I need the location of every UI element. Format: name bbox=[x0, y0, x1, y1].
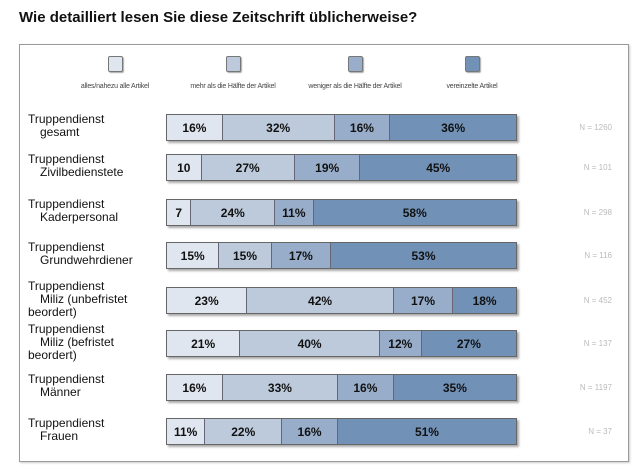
legend-swatch bbox=[347, 56, 363, 72]
legend-item: alles/nahezu alle Artikel bbox=[40, 56, 190, 90]
chart-frame bbox=[19, 44, 629, 462]
bar-segment: 42% bbox=[247, 288, 394, 313]
sample-size: N = 37 bbox=[588, 427, 612, 436]
row-label: Truppendienst Frauen bbox=[28, 417, 104, 443]
bar-segment: 22% bbox=[205, 419, 283, 444]
bar-segment: 10 bbox=[167, 155, 202, 180]
legend-swatch bbox=[464, 56, 480, 72]
row-label-line1: Truppendienst bbox=[28, 372, 105, 386]
bar-segment: 11% bbox=[167, 419, 206, 444]
bar-segment: 32% bbox=[222, 115, 335, 140]
bar-segment: 17% bbox=[271, 243, 332, 268]
bar-segment: 16% bbox=[337, 375, 394, 400]
row-label-line2: Miliz (befristet bbox=[40, 335, 115, 349]
sample-size: N = 137 bbox=[583, 339, 612, 348]
bar-segment: 45% bbox=[360, 155, 516, 180]
sample-size: N = 116 bbox=[584, 251, 612, 260]
stacked-bar: 21% 40% 12% 27% bbox=[166, 330, 517, 357]
row-label-line1: Truppendienst bbox=[28, 279, 105, 293]
row-label: Truppendienst Männer bbox=[28, 373, 104, 399]
legend-label: vereinzelte Artikel bbox=[446, 83, 498, 90]
bar-segment: 40% bbox=[240, 331, 380, 356]
row-label-line1: Truppendienst bbox=[28, 322, 105, 336]
bar-segment: 24% bbox=[191, 200, 276, 225]
bar-segment: 7 bbox=[167, 200, 192, 225]
bar-segment: 17% bbox=[393, 288, 454, 313]
row-label-line2: Grundwehrdiener bbox=[40, 253, 133, 267]
bar-segment: 15% bbox=[219, 243, 272, 268]
bar-segment: 11% bbox=[275, 200, 314, 225]
legend-item: vereinzelte Artikel bbox=[397, 56, 547, 90]
sample-size: N = 298 bbox=[583, 208, 612, 217]
stacked-bar: 16% 32% 16% 36% bbox=[166, 114, 517, 141]
row-label: Truppendienst Grundwehrdiener bbox=[28, 241, 133, 267]
legend-label: mehr als die Hälfte der Artikel bbox=[190, 83, 276, 90]
legend-label: weniger als die Hälfte der Artikel bbox=[308, 83, 402, 90]
bar-segment: 18% bbox=[453, 288, 516, 313]
bar-segment: 58% bbox=[313, 200, 516, 225]
stacked-bar: 15% 15% 17% 53% bbox=[166, 242, 517, 269]
row-label: Truppendienst Zivilbedienstete bbox=[28, 153, 123, 179]
row-label-line2: Zivilbedienstete bbox=[40, 165, 124, 179]
bar-segment: 51% bbox=[337, 419, 516, 444]
sample-size: N = 1197 bbox=[579, 383, 612, 392]
row-label-line2: gesamt bbox=[40, 125, 80, 139]
stacked-bar: 16% 33% 16% 35% bbox=[166, 374, 517, 401]
row-label-line2: Männer bbox=[40, 385, 81, 399]
bar-segment: 35% bbox=[393, 375, 516, 400]
row-label-line3: beordert) bbox=[28, 305, 77, 319]
legend-swatch bbox=[107, 56, 123, 72]
stacked-bar: 10 27% 19% 45% bbox=[166, 154, 517, 181]
stacked-bar: 11% 22% 16% 51% bbox=[166, 418, 517, 445]
stacked-bar: 7 24% 11% 58% bbox=[166, 199, 517, 226]
row-label-line2: Miliz (unbefristet bbox=[40, 292, 128, 306]
row-label: Truppendienst Miliz (unbefristet beordert) bbox=[28, 280, 127, 319]
row-label-line1: Truppendienst bbox=[28, 416, 105, 430]
bar-segment: 16% bbox=[167, 375, 223, 400]
bar-segment: 27% bbox=[421, 331, 516, 356]
chart-title: Wie detailliert lesen Sie diese Zeitschr… bbox=[19, 9, 418, 26]
row-label: Truppendienst gesamt bbox=[28, 113, 104, 139]
bar-segment: 16% bbox=[334, 115, 391, 140]
row-label-line1: Truppendienst bbox=[28, 197, 105, 211]
row-label: Truppendienst Miliz (befristet beordert) bbox=[28, 323, 114, 362]
sample-size: N = 1260 bbox=[579, 123, 612, 132]
row-label-line1: Truppendienst bbox=[28, 112, 105, 126]
sample-size: N = 452 bbox=[583, 296, 612, 305]
bar-segment: 36% bbox=[390, 115, 516, 140]
legend-label: alles/nahezu alle Artikel bbox=[80, 83, 150, 90]
bar-segment: 19% bbox=[294, 155, 361, 180]
row-label: Truppendienst Kaderpersonal bbox=[28, 198, 118, 224]
bar-segment: 12% bbox=[379, 331, 422, 356]
sample-size: N = 101 bbox=[583, 163, 612, 172]
row-label-line1: Truppendienst bbox=[28, 152, 105, 166]
bar-segment: 23% bbox=[167, 288, 248, 313]
legend-item: weniger als die Hälfte der Artikel bbox=[280, 56, 430, 90]
bar-segment: 33% bbox=[222, 375, 338, 400]
row-label-line2: Kaderpersonal bbox=[40, 210, 119, 224]
bar-segment: 27% bbox=[201, 155, 295, 180]
row-label-line3: beordert) bbox=[28, 348, 77, 362]
legend-item: mehr als die Hälfte der Artikel bbox=[158, 56, 308, 90]
bar-segment: 53% bbox=[331, 243, 516, 268]
row-label-line2: Frauen bbox=[40, 429, 79, 443]
bar-segment: 16% bbox=[282, 419, 338, 444]
bar-segment: 15% bbox=[167, 243, 220, 268]
stacked-bar: 23% 42% 17% 18% bbox=[166, 287, 517, 314]
bar-segment: 16% bbox=[167, 115, 223, 140]
bar-segment: 21% bbox=[167, 331, 241, 356]
legend-swatch bbox=[225, 56, 241, 72]
row-label-line1: Truppendienst bbox=[28, 240, 105, 254]
